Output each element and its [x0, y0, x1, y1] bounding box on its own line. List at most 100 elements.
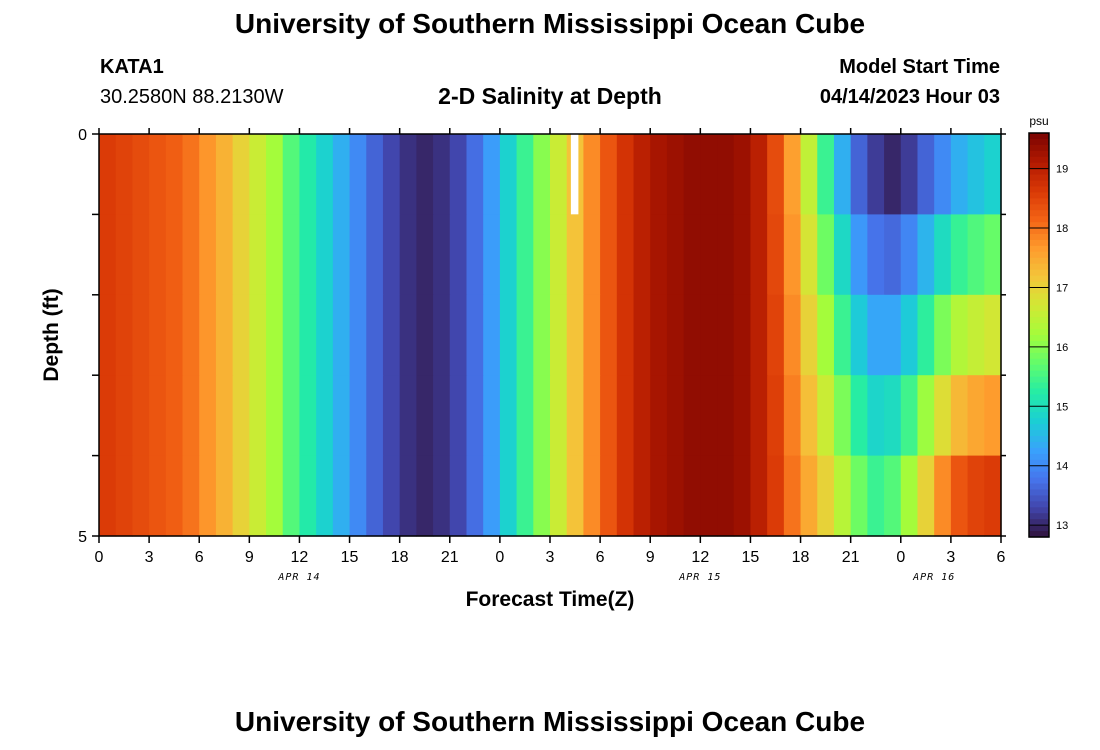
colorbar-segment — [1029, 441, 1049, 449]
heatmap-cell — [266, 375, 284, 457]
colorbar-segment — [1029, 198, 1049, 205]
colorbar-segment — [1029, 156, 1049, 164]
heatmap-cell — [215, 375, 234, 457]
colorbar-segment — [1029, 352, 1049, 360]
heatmap-cell — [950, 134, 969, 215]
heatmap-cell — [633, 214, 651, 296]
heatmap-cell — [165, 134, 184, 215]
colorbar-segment — [1029, 251, 1049, 259]
colorbar-segment — [1029, 329, 1049, 336]
heatmap-cell — [650, 455, 668, 537]
heatmap-cell — [867, 375, 885, 457]
heatmap-cell — [466, 375, 484, 457]
heatmap-cell — [99, 214, 117, 296]
heatmap-cell — [516, 294, 534, 376]
heatmap-cell — [132, 455, 150, 537]
heatmap-cell — [232, 214, 250, 296]
heatmap-cell — [299, 375, 317, 457]
heatmap-cell — [366, 134, 384, 215]
heatmap-cell — [600, 134, 618, 215]
heatmap-cell — [299, 455, 317, 537]
heatmap-cell — [650, 375, 668, 457]
chart-title: 2-D Salinity at Depth — [438, 83, 662, 109]
heatmap-cell — [483, 455, 501, 537]
heatmap-cell — [867, 294, 885, 376]
heatmap-cell — [917, 214, 935, 296]
heatmap-cell — [616, 455, 635, 537]
colorbar-segment — [1029, 305, 1049, 312]
heatmap-cell — [266, 134, 284, 215]
colorbar-segment — [1029, 370, 1049, 378]
heatmap-cell — [132, 214, 150, 296]
colorbar-segment — [1029, 275, 1049, 283]
heatmap-cell — [867, 455, 885, 537]
colorbar-tick-label: 17 — [1056, 282, 1068, 294]
x-tick-label: 3 — [546, 549, 555, 566]
heatmap-cell — [382, 375, 401, 457]
heatmap-cell — [199, 375, 217, 457]
heatmap-cell — [633, 134, 651, 215]
heatmap-cell — [99, 455, 117, 537]
heatmap-cell — [516, 214, 534, 296]
heatmap-cell — [266, 214, 284, 296]
colorbar-segment — [1029, 204, 1049, 211]
heatmap-cell — [533, 134, 551, 215]
heatmap-cell — [332, 134, 351, 215]
colorbar-segment — [1029, 228, 1049, 235]
heatmap-cell — [800, 375, 818, 457]
heatmap-cell — [566, 375, 585, 457]
footer-title: University of Southern Mississippi Ocean… — [234, 706, 866, 737]
colorbar-segment — [1029, 335, 1049, 342]
heatmap-cell — [249, 294, 267, 376]
heatmap-cell — [884, 375, 902, 457]
heatmap-cell — [884, 294, 902, 376]
colorbar-segment — [1029, 323, 1049, 330]
heatmap-cell — [499, 375, 518, 457]
heatmap-cell — [984, 294, 1002, 376]
heatmap-cell — [382, 134, 401, 215]
heatmap-cell — [616, 214, 635, 296]
heatmap-cell — [449, 134, 468, 215]
heatmap-cell — [884, 134, 902, 215]
heatmap-cell — [149, 294, 167, 376]
colorbar-segment — [1029, 317, 1049, 324]
colorbar-segment — [1029, 133, 1049, 140]
heatmap-cell — [934, 134, 952, 215]
heatmap-cell — [316, 455, 334, 537]
salinity-heatmap: 0 3 6 9 12 15 18 21 0 3 6 9 12 15 18 21 0 3 6 APR 14 APR 15 A… — [40, 114, 1068, 611]
heatmap-cell — [683, 375, 701, 457]
colorbar-segment — [1029, 210, 1049, 217]
heatmap-cell — [499, 455, 518, 537]
colorbar-segment — [1029, 525, 1049, 532]
colorbar-segment — [1029, 192, 1049, 199]
heatmap-cell — [683, 455, 701, 537]
heatmap-cell — [516, 455, 534, 537]
heatmap-cell — [416, 214, 434, 296]
page-title: University of Southern Mississippi Ocean… — [234, 8, 866, 39]
colorbar-unit-label: psu — [1029, 114, 1048, 128]
heatmap-cell — [132, 375, 150, 457]
colorbar-segment — [1029, 216, 1049, 223]
heatmap-cell — [650, 214, 668, 296]
colorbar-segment — [1029, 150, 1049, 158]
heatmap-cell — [299, 294, 317, 376]
heatmap-cell — [600, 294, 618, 376]
colorbar-segment — [1029, 382, 1049, 390]
colorbar-segment — [1029, 376, 1049, 384]
x-tick-label: 0 — [95, 549, 104, 566]
colorbar-segment — [1029, 406, 1049, 413]
heatmap-cell — [165, 375, 184, 457]
colorbar-segment — [1029, 287, 1049, 295]
heatmap-cell — [349, 214, 367, 296]
x-tick-label: 18 — [792, 549, 810, 566]
heatmap-cell — [967, 455, 985, 537]
heatmap-cell — [850, 294, 868, 376]
heatmap-cell — [950, 375, 969, 457]
heatmap-cell — [282, 294, 301, 376]
heatmap-cell — [917, 294, 935, 376]
date-label: APR 14 — [277, 572, 320, 583]
heatmap-cell — [215, 294, 234, 376]
heatmap-cell — [382, 294, 401, 376]
x-tick-label: 0 — [896, 549, 905, 566]
